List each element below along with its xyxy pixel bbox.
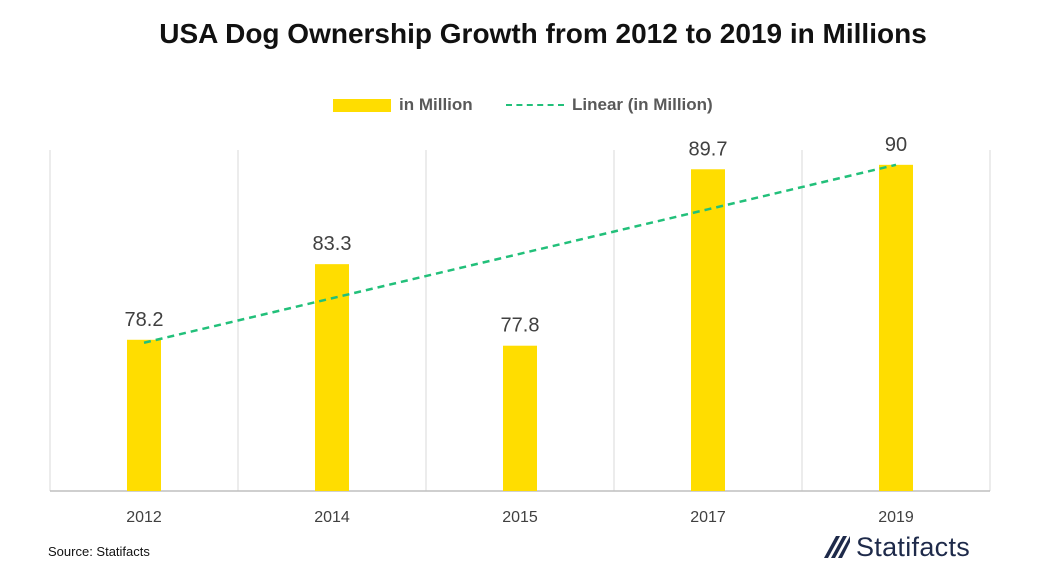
data-label-2017: 89.7: [689, 138, 728, 160]
data-label-2015: 77.8: [501, 315, 540, 337]
data-label-2014: 83.3: [313, 233, 352, 255]
x-tick-label-2019: 2019: [878, 509, 914, 526]
x-tick-label-2017: 2017: [690, 509, 726, 526]
legend-label-bars: in Million: [399, 95, 473, 114]
x-tick-label-2012: 2012: [126, 509, 162, 526]
legend-item-bars: in Million: [333, 92, 473, 118]
brand-logo: Statifacts: [822, 530, 970, 564]
legend: in Million Linear (in Million): [0, 92, 1042, 118]
trend-line: [143, 163, 897, 344]
legend-label-trend: Linear (in Million): [572, 95, 713, 114]
chart-title: USA Dog Ownership Growth from 2012 to 20…: [159, 18, 927, 49]
data-label-2012: 78.2: [125, 309, 164, 331]
data-label-2019: 90: [885, 134, 907, 156]
x-tick-label-2015: 2015: [502, 509, 538, 526]
statifacts-logo-icon: [824, 536, 850, 558]
source-note: Source: Statifacts: [48, 544, 150, 559]
bar-2017: [691, 169, 725, 491]
legend-item-trend: Linear (in Million): [506, 92, 713, 118]
brand-name: Statifacts: [856, 531, 971, 562]
bar-2012: [127, 339, 161, 491]
bar-2015: [503, 345, 537, 491]
legend-swatch-line: [506, 104, 564, 106]
bar-2019: [879, 164, 913, 491]
x-tick-label-2014: 2014: [314, 509, 350, 526]
legend-swatch-bar: [333, 98, 391, 112]
